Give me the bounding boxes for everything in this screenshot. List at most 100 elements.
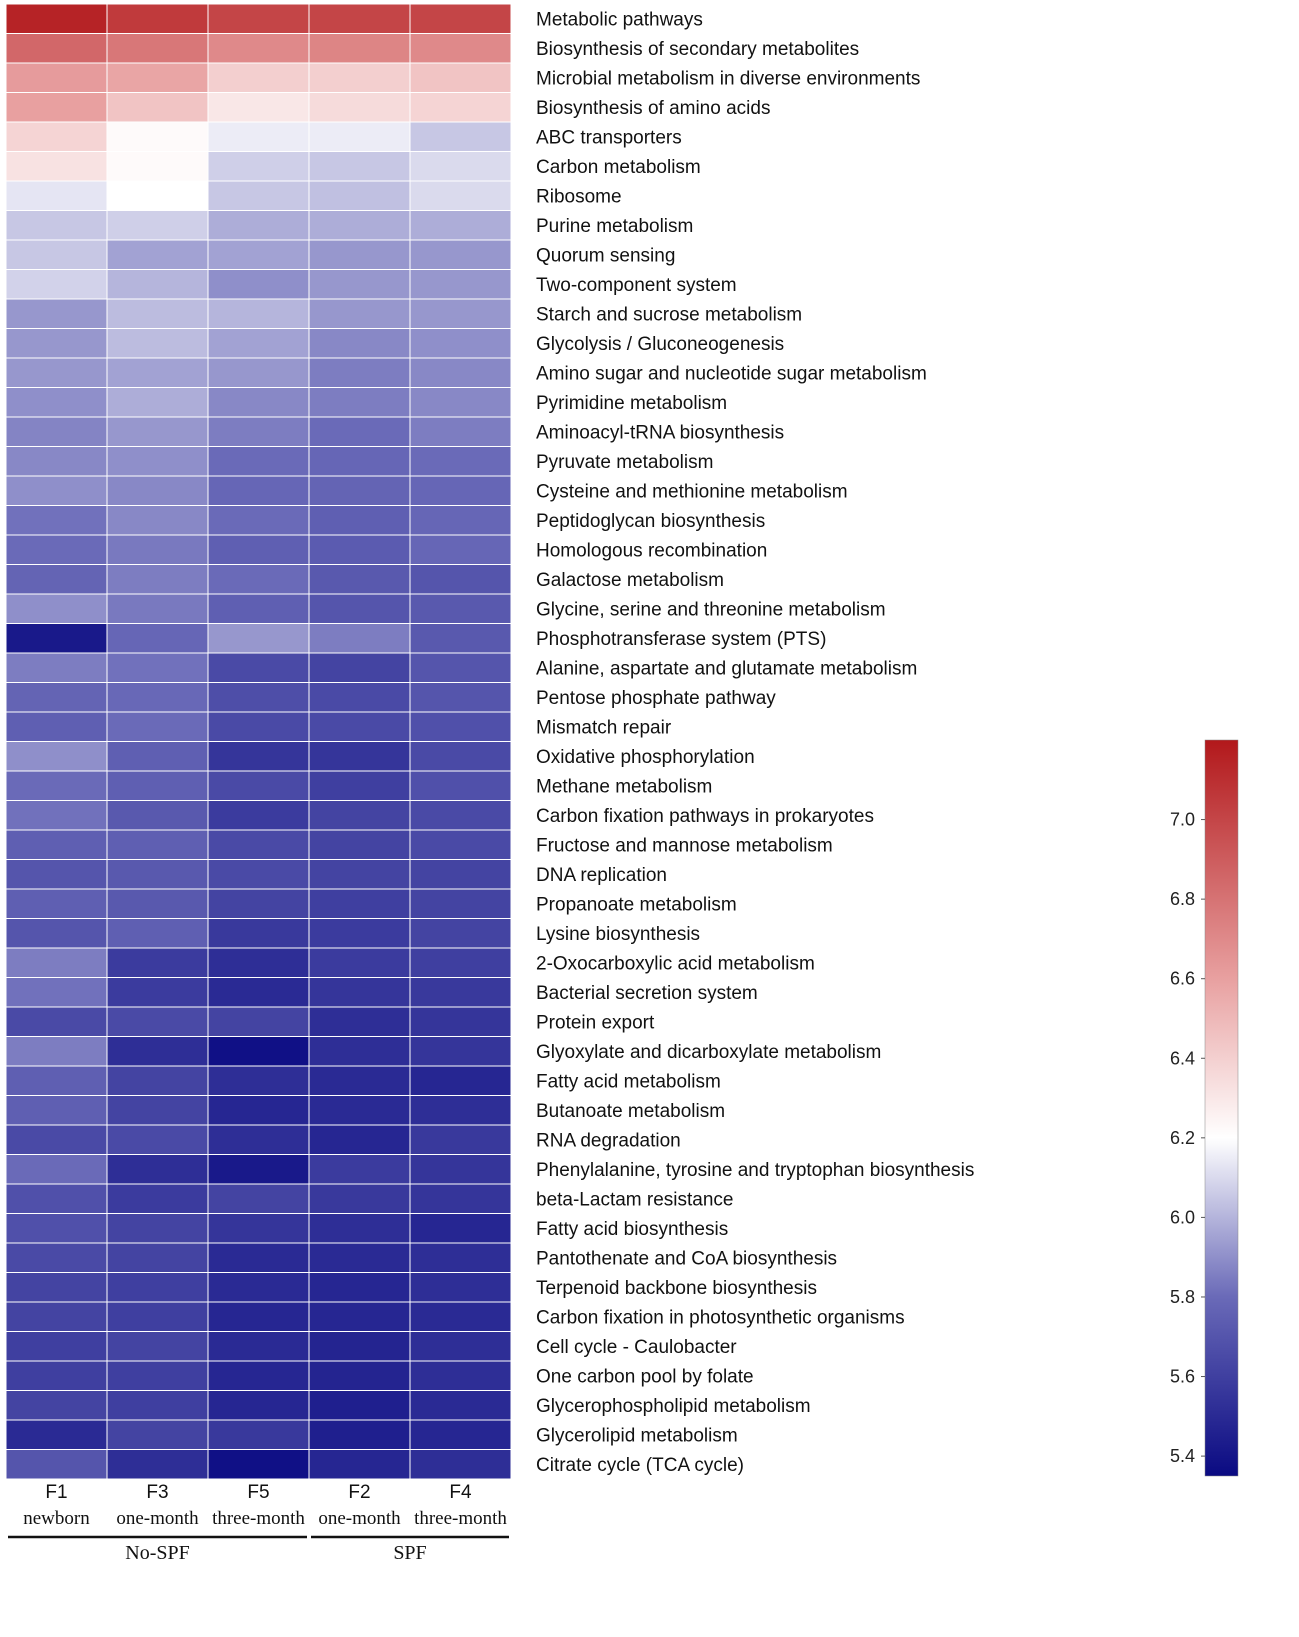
heatmap-cell-f3-phosphotransferase-system-pts xyxy=(106,623,209,654)
heatmap-cell-f2-alanine-aspartate-and-glutamate-metabolism xyxy=(308,652,411,683)
colorbar: 5.4 5.6 5.8 6.0 6.2 6.4 6.6 6.8 7.0 xyxy=(1170,739,1239,1477)
heatmap-cell-f2-cysteine-and-methionine-metabolism xyxy=(308,475,411,506)
row-label: Amino sugar and nucleotide sugar metabol… xyxy=(536,363,927,384)
heatmap-cell-f1-rna-degradation xyxy=(5,1124,108,1155)
row-label: Phosphotransferase system (PTS) xyxy=(536,629,826,650)
heatmap-cell-f1-fatty-acid-metabolism xyxy=(5,1065,108,1096)
heatmap-cell-f5-citrate-cycle-tca-cycle xyxy=(207,1449,310,1480)
heatmap-cell-f3-butanoate-metabolism xyxy=(106,1095,209,1126)
heatmap-cell-f4-pyruvate-metabolism xyxy=(409,446,512,477)
heatmap-cell-f2-pyruvate-metabolism xyxy=(308,446,411,477)
heatmap-cell-f1-pentose-phosphate-pathway xyxy=(5,682,108,713)
row-label: Microbial metabolism in diverse environm… xyxy=(536,68,920,89)
heatmap-cell-f5-metabolic-pathways xyxy=(207,3,310,34)
heatmap-cell-f5-pentose-phosphate-pathway xyxy=(207,682,310,713)
heatmap-cell-f3-one-carbon-pool-by-folate xyxy=(106,1360,209,1391)
heatmap-cell-f2-butanoate-metabolism xyxy=(308,1095,411,1126)
column-age-label: one-month xyxy=(116,1508,199,1529)
heatmap-cell-f3-abc-transporters xyxy=(106,121,209,152)
heatmap-cell-f3-two-component-system xyxy=(106,269,209,300)
heatmap-cell-f3-dna-replication xyxy=(106,859,209,890)
heatmap-cell-f2-beta-lactam-resistance xyxy=(308,1183,411,1214)
heatmap-cell-f2-fatty-acid-metabolism xyxy=(308,1065,411,1096)
heatmap-cell-f3-fructose-and-mannose-metabolism xyxy=(106,829,209,860)
row-label: Pantothenate and CoA biosynthesis xyxy=(536,1248,837,1269)
colorbar-tick-label: 6.0 xyxy=(1170,1207,1195,1227)
row-label: Fructose and mannose metabolism xyxy=(536,835,833,856)
heatmap-cell-f2-dna-replication xyxy=(308,859,411,890)
heatmap-cell-f5-cysteine-and-methionine-metabolism xyxy=(207,475,310,506)
heatmap-cell-f4-propanoate-metabolism xyxy=(409,888,512,919)
heatmap-cell-f5-propanoate-metabolism xyxy=(207,888,310,919)
heatmap-cell-f3-bacterial-secretion-system xyxy=(106,977,209,1008)
heatmap-cell-f2-carbon-fixation-in-photosynthetic-organisms xyxy=(308,1301,411,1332)
heatmap-cell-f2-glycolysis-gluconeogenesis xyxy=(308,328,411,359)
heatmap-cell-f4-beta-lactam-resistance xyxy=(409,1183,512,1214)
heatmap-cell-f1-carbon-metabolism xyxy=(5,151,108,182)
heatmap-cell-f3-mismatch-repair xyxy=(106,711,209,742)
heatmap-cell-f2-pantothenate-and-coa-biosynthesis xyxy=(308,1242,411,1273)
row-label: RNA degradation xyxy=(536,1130,681,1151)
heatmap-cell-f2-aminoacyl-trna-biosynthesis xyxy=(308,416,411,447)
heatmap-cell-f4-pyrimidine-metabolism xyxy=(409,387,512,418)
heatmap-cell-f1-propanoate-metabolism xyxy=(5,888,108,919)
heatmap-cell-f5-purine-metabolism xyxy=(207,210,310,241)
heatmap-cell-f1-fatty-acid-biosynthesis xyxy=(5,1213,108,1244)
heatmap-cell-f4-peptidoglycan-biosynthesis xyxy=(409,505,512,536)
heatmap-cell-f4-phosphotransferase-system-pts xyxy=(409,623,512,654)
colorbar-tick-label: 5.6 xyxy=(1170,1367,1195,1387)
heatmap-cell-f1-fructose-and-mannose-metabolism xyxy=(5,829,108,860)
heatmap-cell-f3-glycine-serine-and-threonine-metabolism xyxy=(106,593,209,624)
heatmap-cell-f3-glyoxylate-and-dicarboxylate-metabolism xyxy=(106,1036,209,1067)
heatmap-cell-f5-lysine-biosynthesis xyxy=(207,918,310,949)
heatmap-cell-f2-protein-export xyxy=(308,1006,411,1037)
heatmap-cell-f2-two-component-system xyxy=(308,269,411,300)
heatmap-cell-f4-cysteine-and-methionine-metabolism xyxy=(409,475,512,506)
colorbar-tick-label: 6.2 xyxy=(1170,1128,1195,1148)
heatmap-cell-f3-starch-and-sucrose-metabolism xyxy=(106,298,209,329)
heatmap-cell-f1-dna-replication xyxy=(5,859,108,890)
heatmap-cell-f5-butanoate-metabolism xyxy=(207,1095,310,1126)
heatmap-cell-f5-rna-degradation xyxy=(207,1124,310,1155)
row-label: Carbon fixation in photosynthetic organi… xyxy=(536,1307,905,1328)
heatmap-cell-f3-cysteine-and-methionine-metabolism xyxy=(106,475,209,506)
heatmap-cell-f4-purine-metabolism xyxy=(409,210,512,241)
heatmap-cell-f4-glycerolipid-metabolism xyxy=(409,1419,512,1450)
heatmap-cell-f2-2-oxocarboxylic-acid-metabolism xyxy=(308,947,411,978)
heatmap-cell-f3-cell-cycle-caulobacter xyxy=(106,1331,209,1362)
heatmap-cell-f5-beta-lactam-resistance xyxy=(207,1183,310,1214)
heatmap-cell-f1-protein-export xyxy=(5,1006,108,1037)
heatmap-cell-f3-lysine-biosynthesis xyxy=(106,918,209,949)
colorbar-tick-label: 6.6 xyxy=(1170,969,1195,989)
row-label: Cell cycle - Caulobacter xyxy=(536,1337,737,1358)
heatmap-cell-f4-amino-sugar-and-nucleotide-sugar-metabolism xyxy=(409,357,512,388)
heatmap-cell-f4-fatty-acid-biosynthesis xyxy=(409,1213,512,1244)
heatmap-cell-f5-microbial-metabolism-in-diverse-environments xyxy=(207,62,310,93)
heatmap-cell-f4-pentose-phosphate-pathway xyxy=(409,682,512,713)
heatmap-cell-f4-glycine-serine-and-threonine-metabolism xyxy=(409,593,512,624)
row-label: Butanoate metabolism xyxy=(536,1101,725,1122)
heatmap-cell-f5-phenylalanine-tyrosine-and-tryptophan-biosynthesis xyxy=(207,1154,310,1185)
heatmap-cell-f3-amino-sugar-and-nucleotide-sugar-metabolism xyxy=(106,357,209,388)
heatmap-cell-f2-fatty-acid-biosynthesis xyxy=(308,1213,411,1244)
heatmap-cell-f5-one-carbon-pool-by-folate xyxy=(207,1360,310,1391)
heatmap-cell-f3-biosynthesis-of-amino-acids xyxy=(106,92,209,123)
heatmap-cell-f2-oxidative-phosphorylation xyxy=(308,741,411,772)
heatmap-cell-f5-carbon-metabolism xyxy=(207,151,310,182)
colorbar-tick-label: 5.8 xyxy=(1170,1287,1195,1307)
row-label: One carbon pool by folate xyxy=(536,1366,754,1387)
heatmap-cell-f4-starch-and-sucrose-metabolism xyxy=(409,298,512,329)
row-label: Pentose phosphate pathway xyxy=(536,688,776,709)
heatmap-cell-f3-glycolysis-gluconeogenesis xyxy=(106,328,209,359)
heatmap-cell-f3-pantothenate-and-coa-biosynthesis xyxy=(106,1242,209,1273)
row-label: Carbon fixation pathways in prokaryotes xyxy=(536,806,874,827)
row-label: Starch and sucrose metabolism xyxy=(536,304,802,325)
heatmap-cell-f4-one-carbon-pool-by-folate xyxy=(409,1360,512,1391)
heatmap-cell-f5-pyrimidine-metabolism xyxy=(207,387,310,418)
heatmap-cell-f4-galactose-metabolism xyxy=(409,564,512,595)
heatmap-cell-f2-quorum-sensing xyxy=(308,239,411,270)
heatmap-cell-f1-pyruvate-metabolism xyxy=(5,446,108,477)
heatmap-cell-f1-mismatch-repair xyxy=(5,711,108,742)
heatmap-cell-f4-carbon-metabolism xyxy=(409,151,512,182)
